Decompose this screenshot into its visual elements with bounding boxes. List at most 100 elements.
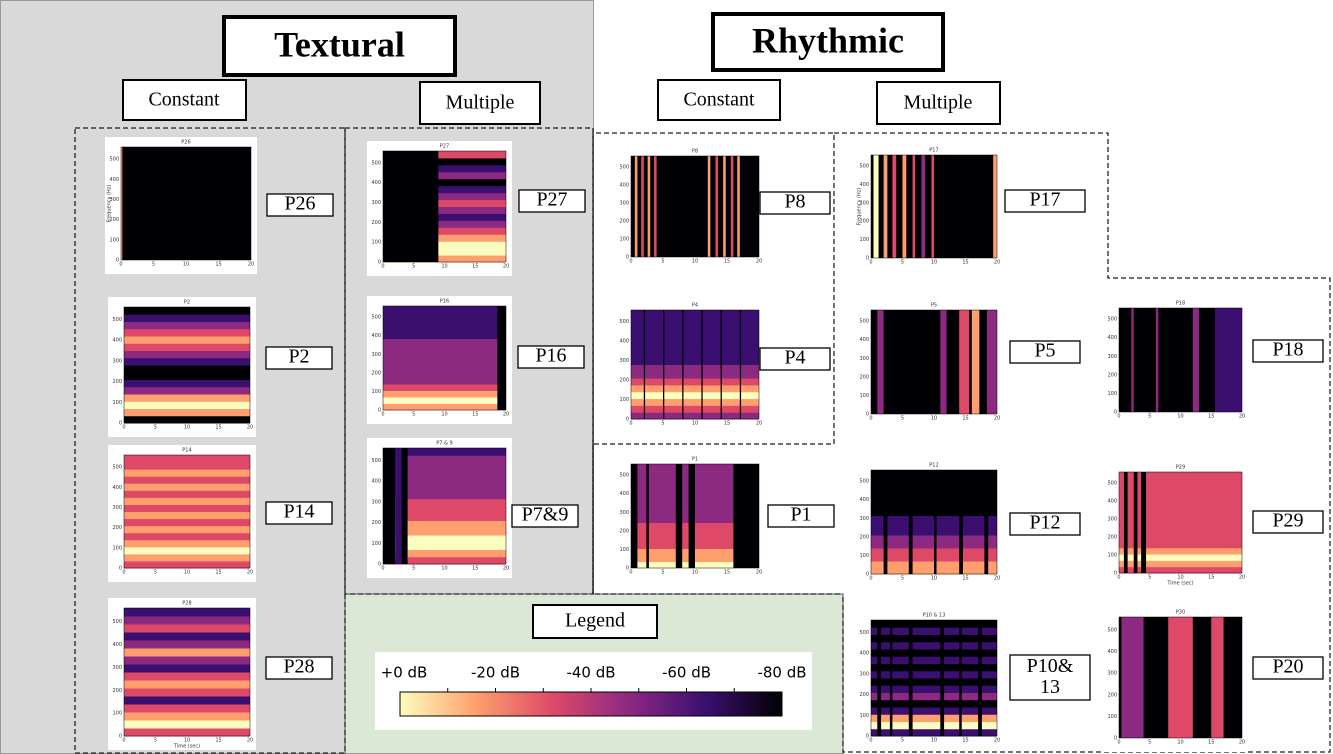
- bar: [635, 156, 638, 257]
- bar: [940, 310, 946, 414]
- y-tick-label: 100: [1107, 552, 1117, 558]
- band: [124, 401, 250, 409]
- bar: [959, 310, 969, 414]
- band: [124, 526, 250, 534]
- x-tick-label: 0: [381, 566, 384, 572]
- y-tick-label: 0: [1114, 571, 1117, 577]
- y-tick-label: 300: [1107, 671, 1117, 677]
- band: [124, 387, 250, 395]
- plot-title: P10 & 13: [923, 613, 946, 619]
- y-tick-label: 500: [112, 465, 122, 471]
- x-tick-label: 20: [994, 416, 1000, 422]
- band: [124, 476, 250, 484]
- x-tick-label: 5: [901, 738, 904, 744]
- band: [124, 632, 250, 641]
- silence: [909, 470, 913, 574]
- spectrogram: P10 & 13051015200100200300400500: [855, 610, 1003, 750]
- band: [124, 358, 250, 366]
- group-title: Rhythmic: [752, 20, 904, 60]
- band: [124, 343, 250, 351]
- y-tick-label: 500: [619, 319, 629, 325]
- y-tick-label: 100: [619, 547, 629, 553]
- y-tick-label: 100: [371, 240, 381, 246]
- y-tick-label: 100: [619, 236, 629, 242]
- bar: [972, 310, 980, 414]
- x-tick-label: 20: [1239, 740, 1245, 746]
- band: [124, 307, 250, 315]
- panel-label: P17: [1029, 189, 1060, 211]
- y-tick-label: 0: [116, 258, 119, 264]
- panel-label: P29: [1272, 510, 1303, 532]
- x-tick-label: 15: [472, 264, 478, 270]
- x-tick-label: 0: [122, 570, 125, 576]
- band: [124, 712, 250, 721]
- column-title: Constant: [683, 89, 755, 111]
- silence: [909, 620, 913, 736]
- silence: [890, 620, 893, 736]
- x-tick-label: 10: [184, 570, 190, 576]
- x-tick-label: 20: [1239, 575, 1245, 581]
- bar: [654, 156, 657, 257]
- y-tick-label: 400: [619, 182, 629, 188]
- y-tick-label: 0: [1114, 736, 1117, 742]
- legend-tick-label: -60 dB: [662, 664, 711, 682]
- silence: [1141, 472, 1146, 573]
- x-tick-label: 20: [247, 425, 253, 431]
- y-tick-label: 300: [859, 516, 869, 522]
- bar: [877, 310, 883, 414]
- x-tick-label: 15: [1208, 414, 1214, 420]
- bar: [731, 156, 734, 257]
- silence: [934, 470, 937, 574]
- x-tick-label: 15: [1208, 575, 1214, 581]
- x-tick-label: 10: [1177, 414, 1183, 420]
- y-tick-label: 300: [112, 665, 122, 671]
- x-tick-label: 20: [503, 264, 509, 270]
- band: [383, 352, 506, 359]
- x-tick-label: 20: [248, 262, 254, 268]
- x-tick-label: 5: [412, 264, 415, 270]
- x-tick-label: 20: [994, 576, 1000, 582]
- band: [124, 720, 250, 729]
- spectrogram: P26051015200100200300400500Frequency (Hz…: [105, 137, 257, 274]
- plot-title: P18: [1176, 301, 1185, 307]
- bar: [1193, 308, 1199, 412]
- x-tick-label: 0: [122, 425, 125, 431]
- y-tick-label: 300: [371, 200, 381, 206]
- y-tick-label: 0: [119, 734, 122, 740]
- silence: [646, 464, 649, 568]
- band: [124, 365, 250, 373]
- y-tick-label: 300: [859, 671, 869, 677]
- silence: [401, 448, 407, 564]
- x-tick-label: 15: [1208, 740, 1214, 746]
- bar: [993, 155, 997, 258]
- bar: [874, 155, 879, 258]
- band: [124, 728, 250, 737]
- bar: [723, 156, 726, 257]
- bar: [921, 155, 925, 258]
- silence: [644, 310, 645, 419]
- panel-label: P7&9: [522, 504, 569, 526]
- y-tick-label: 400: [1107, 335, 1117, 341]
- band: [124, 416, 250, 424]
- legend-tick-label: -80 dB: [757, 664, 806, 682]
- y-tick-label: 100: [1107, 391, 1117, 397]
- silence: [1134, 472, 1138, 573]
- x-tick-label: 5: [661, 421, 664, 427]
- silence: [984, 470, 988, 574]
- figure: Textural Rhythmic Constant Multiple Cons…: [0, 0, 1333, 754]
- silence: [978, 620, 982, 736]
- silence: [959, 470, 963, 574]
- spectrogram: P28051015200100200300400500Time (sec): [108, 598, 256, 750]
- panel-label: P28: [283, 656, 314, 678]
- panel-label: P12: [1029, 512, 1060, 534]
- bar: [931, 155, 934, 258]
- bar: [648, 156, 651, 257]
- bar: [903, 155, 907, 258]
- y-tick-label: 200: [112, 525, 122, 531]
- legend-tick-label: -40 dB: [566, 664, 615, 682]
- panel-label: P18: [1272, 339, 1303, 361]
- band: [383, 384, 506, 391]
- panel-label: P4: [784, 347, 805, 369]
- x-tick-label: 0: [1117, 740, 1120, 746]
